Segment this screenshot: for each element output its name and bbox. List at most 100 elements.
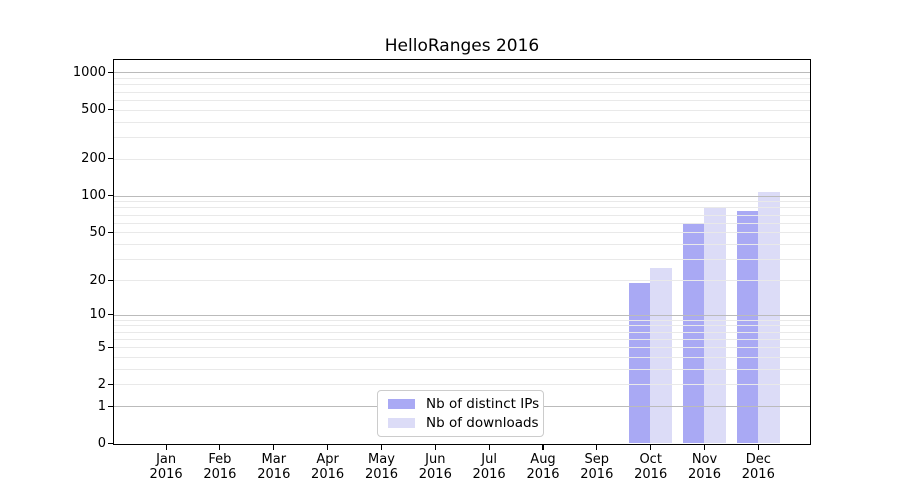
- x-tick-mark: [327, 445, 329, 450]
- x-tick-label-feb: Feb 2016: [188, 452, 252, 482]
- x-tick-month: Nov: [691, 452, 718, 467]
- minor-gridline: [114, 214, 810, 216]
- minor-gridline: [114, 201, 810, 203]
- chart-title: HelloRanges 2016: [384, 36, 540, 56]
- x-tick-month: Aug: [530, 452, 556, 467]
- x-tick-year: 2016: [418, 467, 452, 482]
- x-tick-mark: [703, 445, 706, 450]
- major-gridline: [114, 195, 810, 197]
- minor-gridline: [114, 279, 810, 281]
- x-tick-mark: [380, 445, 383, 450]
- y-tick-label: 500: [81, 102, 106, 118]
- minor-gridline: [114, 244, 810, 245]
- minor-gridline: [114, 84, 810, 86]
- x-tick-mark: [488, 445, 490, 450]
- y-tick-label: 1: [97, 399, 106, 414]
- x-tick-mark: [757, 445, 759, 450]
- x-tick-mark: [165, 445, 167, 450]
- x-tick-year: 2016: [687, 467, 722, 482]
- x-tick-month: Sep: [584, 452, 610, 467]
- bar-distinct-ips-nov: [682, 222, 705, 444]
- bar-distinct-ips-oct: [628, 282, 651, 444]
- legend: Nb of distinct IPs Nb of downloads: [377, 390, 544, 437]
- x-tick-label-nov: Nov 2016: [673, 452, 737, 482]
- legend-entry-distinct-ips: Nb of distinct IPs: [386, 396, 539, 412]
- x-tick-year: 2016: [364, 467, 399, 482]
- minor-gridline: [114, 158, 810, 160]
- x-tick-mark: [273, 445, 275, 450]
- x-tick-month: May: [368, 452, 395, 467]
- minor-gridline: [114, 136, 810, 138]
- y-tick-mark: [108, 158, 113, 160]
- x-tick-year: 2016: [634, 467, 668, 482]
- x-tick-label-apr: Apr 2016: [296, 452, 360, 482]
- minor-gridline: [114, 232, 810, 234]
- y-tick-label: 10: [89, 307, 106, 323]
- minor-gridline: [114, 325, 810, 327]
- minor-gridline: [114, 91, 810, 93]
- y-tick-mark: [108, 314, 113, 316]
- minor-gridline: [114, 109, 810, 111]
- minor-gridline: [114, 347, 810, 349]
- y-tick-mark: [108, 109, 113, 111]
- x-tick-year: 2016: [149, 467, 183, 482]
- minor-gridline: [114, 338, 810, 340]
- bar-downloads-oct: [650, 268, 672, 444]
- y-tick-label: 100: [81, 188, 106, 204]
- x-tick-label-dec: Dec 2016: [726, 452, 790, 482]
- minor-gridline: [114, 207, 810, 209]
- legend-swatch-downloads-icon: [388, 418, 415, 428]
- y-tick-mark: [108, 346, 113, 349]
- minor-gridline: [114, 259, 810, 260]
- minor-gridline: [114, 121, 810, 123]
- x-tick-month: Dec: [745, 452, 771, 467]
- x-tick-mark: [542, 445, 544, 450]
- plot-area: Nb of distinct IPs Nb of downloads: [113, 59, 811, 445]
- x-tick-month: Jan: [156, 452, 177, 467]
- minor-gridline: [114, 384, 810, 386]
- x-tick-month: Apr: [316, 452, 339, 467]
- x-tick-year: 2016: [526, 467, 560, 482]
- y-tick-label: 50: [89, 225, 106, 240]
- x-tick-month: Feb: [208, 452, 232, 467]
- major-gridline: [114, 72, 810, 74]
- x-tick-mark: [650, 445, 652, 450]
- y-tick-label: 2: [97, 377, 106, 393]
- x-tick-year: 2016: [311, 467, 345, 482]
- y-tick-mark: [108, 279, 113, 281]
- x-tick-month: Jun: [425, 452, 446, 467]
- x-tick-month: Jul: [481, 452, 497, 467]
- x-tick-mark: [219, 445, 221, 450]
- x-tick-year: 2016: [741, 467, 775, 482]
- x-tick-mark: [596, 445, 598, 450]
- minor-gridline: [114, 99, 810, 101]
- x-tick-label-jan: Jan 2016: [134, 452, 198, 482]
- y-tick-label: 200: [81, 151, 106, 167]
- y-tick-mark: [108, 405, 113, 408]
- minor-gridline: [114, 368, 810, 370]
- minor-gridline: [114, 319, 810, 321]
- legend-swatch-distinct-ips-icon: [388, 399, 415, 409]
- minor-gridline: [114, 331, 810, 333]
- y-tick-mark: [108, 384, 113, 386]
- x-tick-label-jun: Jun 2016: [403, 452, 467, 482]
- y-tick-mark: [108, 443, 113, 445]
- x-tick-label-oct: Oct 2016: [619, 452, 683, 482]
- y-tick-label: 1000: [72, 65, 106, 81]
- x-tick-mark: [434, 445, 436, 450]
- y-tick-mark: [108, 72, 113, 74]
- x-tick-year: 2016: [580, 467, 614, 482]
- minor-gridline: [114, 222, 810, 224]
- major-gridline: [114, 314, 810, 316]
- bar-downloads-dec: [758, 192, 780, 444]
- y-tick-label: 0: [97, 436, 106, 452]
- x-tick-month: Mar: [261, 452, 287, 467]
- y-tick-mark: [108, 231, 113, 234]
- x-tick-label-jul: Jul 2016: [457, 452, 521, 482]
- x-tick-label-sep: Sep 2016: [565, 452, 629, 482]
- x-tick-label-mar: Mar 2016: [242, 452, 306, 482]
- legend-label-downloads: Nb of downloads: [426, 415, 539, 431]
- minor-gridline: [114, 357, 810, 358]
- y-tick-label: 20: [89, 272, 106, 288]
- x-tick-year: 2016: [257, 467, 291, 482]
